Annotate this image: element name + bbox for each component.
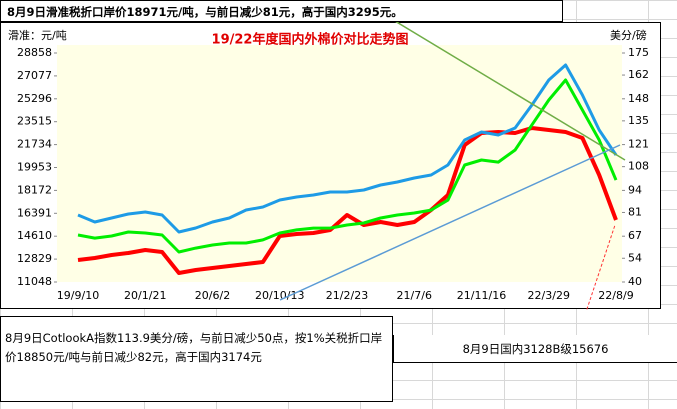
y2-tick-label: 81 [628,205,642,218]
y-tick-label: 27077 [17,69,52,82]
y-tick-label: 23515 [17,115,52,128]
y-tick-label: 28858 [17,46,52,59]
plot-area [57,45,622,282]
y2-tick-label: 175 [628,46,649,59]
trend-line [586,224,616,310]
x-tick-label: 21/11/16 [457,289,506,302]
bottom-left-note: 8月9日CotlookA指数113.9美分/磅，与前日减少50点，按1%关税折口… [0,316,393,402]
y2-axis-label: 美分/磅 [610,28,647,42]
y-tick-label: 16391 [17,206,52,219]
y2-tick-label: 148 [628,92,649,105]
chart: 滑准：元/吨 美分/磅 19/22年度国内外棉价对比走势图 11048 12829… [0,22,661,310]
y-tick-label: 11048 [17,275,52,288]
y-tick-label: 25296 [17,92,52,105]
x-tick-label: 20/6/2 [195,289,230,302]
bottom-right-note: 8月9日国内3128B级15676 [393,335,677,363]
y-tick-label: 12829 [17,252,52,265]
y-tick-label: 21734 [17,138,52,151]
series-line [77,78,618,254]
x-tick-label: 20/10/13 [255,289,304,302]
y2-tick-label: 54 [628,251,642,264]
x-tick-label: 19/9/10 [57,289,99,302]
y2-tick-label: 40 [628,275,642,288]
y2-tick-label: 135 [628,114,649,127]
trend-line [279,144,621,301]
x-tick-label: 20/1/21 [124,289,166,302]
y2-tick-label: 162 [628,68,649,81]
top-note: 8月9日滑准税折口岸价18971元/吨，与前日减少81元，高于国内3295元。 [0,0,563,22]
y-tick-label: 19953 [17,161,52,174]
chart-title: 19/22年度国内外棉价对比走势图 [212,32,409,48]
x-tick-label: 21/2/23 [326,289,368,302]
y2-tick-label: 108 [628,160,649,173]
x-tick-label: 21/7/6 [397,289,432,302]
series-line [77,63,618,234]
y-tick-label: 18172 [17,183,52,196]
y2-tick-label: 67 [628,229,642,242]
trend-line [395,22,626,161]
y-tick-label: 14610 [17,229,52,242]
y2-tick-label: 121 [628,138,649,151]
y2-tick-label: 94 [628,183,642,196]
y-axis-label: 滑准：元/吨 [8,29,67,42]
x-tick-label: 22/3/29 [528,289,570,302]
x-tick-label: 22/8/9 [598,289,633,302]
series-line [77,126,618,275]
